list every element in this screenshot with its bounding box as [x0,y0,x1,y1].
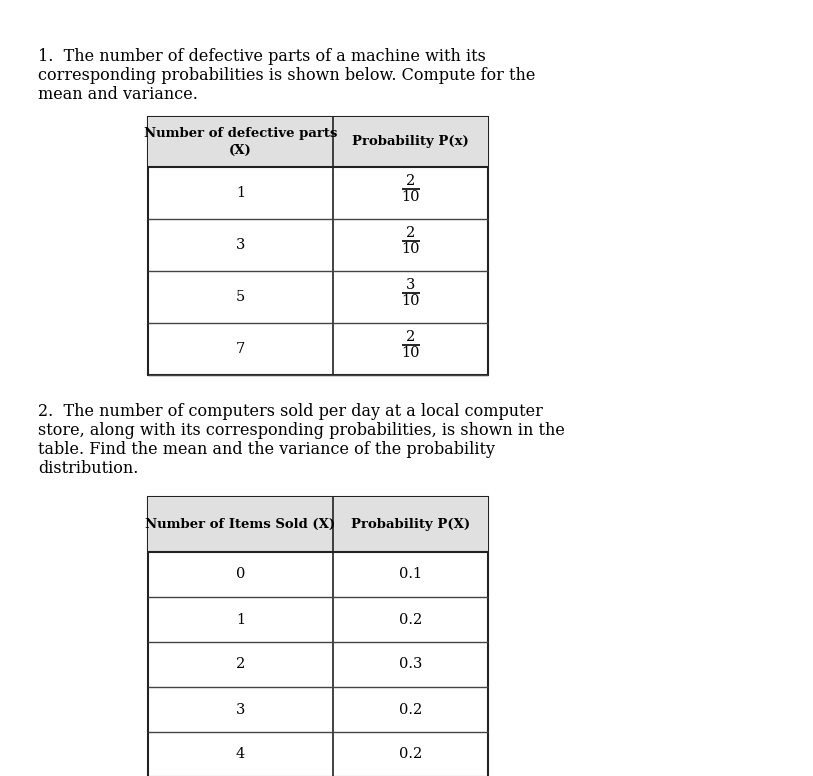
Text: 0.2: 0.2 [399,702,422,716]
Text: 2.  The number of computers sold per day at a local computer: 2. The number of computers sold per day … [38,403,543,420]
Text: Probability P(X): Probability P(X) [351,518,470,531]
Text: 0.1: 0.1 [399,567,422,581]
Text: corresponding probabilities is shown below. Compute for the: corresponding probabilities is shown bel… [38,67,536,84]
Text: Probability P(x): Probability P(x) [352,136,469,148]
Text: 1: 1 [236,186,245,200]
Text: 4: 4 [236,747,246,761]
Text: 3: 3 [236,702,246,716]
Bar [148,497,488,776]
Text: Number of Items Sold (X): Number of Items Sold (X) [146,518,336,531]
Text: 10: 10 [402,190,420,204]
Text: 1.  The number of defective parts of a machine with its: 1. The number of defective parts of a ma… [38,48,486,65]
Text: table. Find the mean and the variance of the probability: table. Find the mean and the variance of… [38,441,495,458]
Text: 2: 2 [406,330,415,344]
Text: store, along with its corresponding probabilities, is shown in the: store, along with its corresponding prob… [38,422,565,439]
Text: 2: 2 [236,657,246,671]
Bar [148,117,488,167]
Text: 10: 10 [402,346,420,360]
Text: 7: 7 [236,342,246,356]
Text: mean and variance.: mean and variance. [38,86,198,103]
Text: 2: 2 [406,226,415,240]
Text: 1: 1 [236,612,245,626]
Text: 0: 0 [236,567,246,581]
Text: 2: 2 [406,174,415,188]
Text: 0.2: 0.2 [399,612,422,626]
Text: 5: 5 [236,290,246,304]
Text: 3: 3 [406,278,415,292]
Bar [148,117,488,375]
Text: 0.3: 0.3 [399,657,422,671]
Text: 3: 3 [236,238,246,252]
Bar [148,497,488,552]
Text: 10: 10 [402,242,420,256]
Text: distribution.: distribution. [38,460,138,477]
Text: 0.2: 0.2 [399,747,422,761]
Text: Number of defective parts
(X): Number of defective parts (X) [144,127,337,157]
Text: 10: 10 [402,294,420,308]
